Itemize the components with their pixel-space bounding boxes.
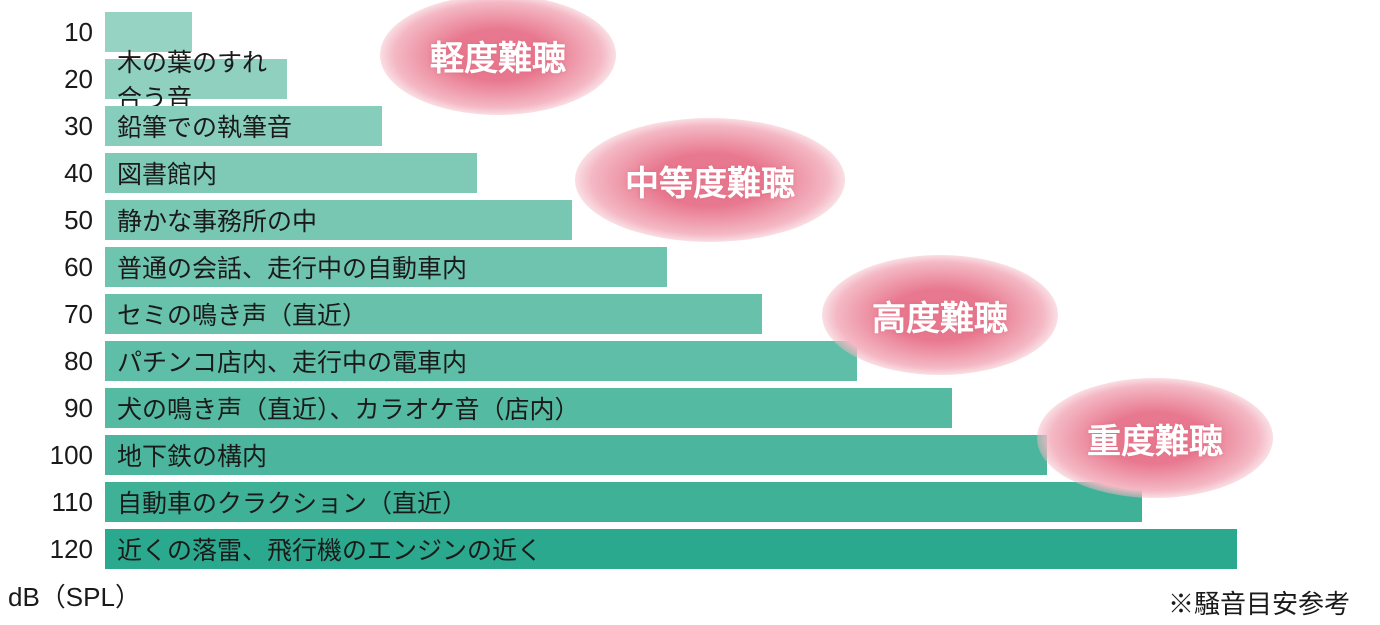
severity-badge-label: 中等度難聴: [625, 156, 795, 205]
db-label: 50: [0, 205, 105, 236]
severity-badge-label: 軽度難聴: [430, 31, 566, 80]
db-label: 120: [0, 534, 105, 565]
severity-badge-label: 重度難聴: [1087, 414, 1223, 463]
bar: 図書館内: [105, 153, 477, 193]
bar: 自動車のクラクション（直近）: [105, 482, 1142, 522]
bar-row: 70セミの鳴き声（直近）: [0, 292, 1380, 336]
db-label: 70: [0, 299, 105, 330]
severity-badge: 中等度難聴: [575, 118, 845, 242]
severity-badge-label: 高度難聴: [872, 291, 1008, 340]
sound-level-chart: 1020木の葉のすれ合う音30鉛筆での執筆音40図書館内50静かな事務所の中60…: [0, 10, 1380, 615]
bar-row: 60普通の会話、走行中の自動車内: [0, 245, 1380, 289]
source-note: ※騒音目安参考: [1168, 584, 1350, 621]
db-label: 40: [0, 158, 105, 189]
bar: パチンコ店内、走行中の電車内: [105, 341, 857, 381]
db-label: 60: [0, 252, 105, 283]
db-label: 90: [0, 393, 105, 424]
bar-row: 120近くの落雷、飛行機のエンジンの近く: [0, 527, 1380, 571]
db-label: 100: [0, 440, 105, 471]
severity-badge: 重度難聴: [1037, 378, 1273, 498]
bar: 静かな事務所の中: [105, 200, 572, 240]
db-label: 10: [0, 17, 105, 48]
bar: セミの鳴き声（直近）: [105, 294, 762, 334]
bar: 地下鉄の構内: [105, 435, 1047, 475]
db-label: 80: [0, 346, 105, 377]
db-label: 30: [0, 111, 105, 142]
db-label: 110: [0, 487, 105, 518]
severity-badge: 高度難聴: [822, 255, 1058, 375]
severity-badge: 軽度難聴: [380, 0, 616, 115]
bar: 近くの落雷、飛行機のエンジンの近く: [105, 529, 1237, 569]
db-label: 20: [0, 64, 105, 95]
bar-row: 80パチンコ店内、走行中の電車内: [0, 339, 1380, 383]
bar: 普通の会話、走行中の自動車内: [105, 247, 667, 287]
bar: 鉛筆での執筆音: [105, 106, 382, 146]
bar-row: 20木の葉のすれ合う音: [0, 57, 1380, 101]
bar: 犬の鳴き声（直近）、カラオケ音（店内）: [105, 388, 952, 428]
axis-label: dB（SPL）: [0, 577, 141, 614]
bar: 木の葉のすれ合う音: [105, 59, 287, 99]
